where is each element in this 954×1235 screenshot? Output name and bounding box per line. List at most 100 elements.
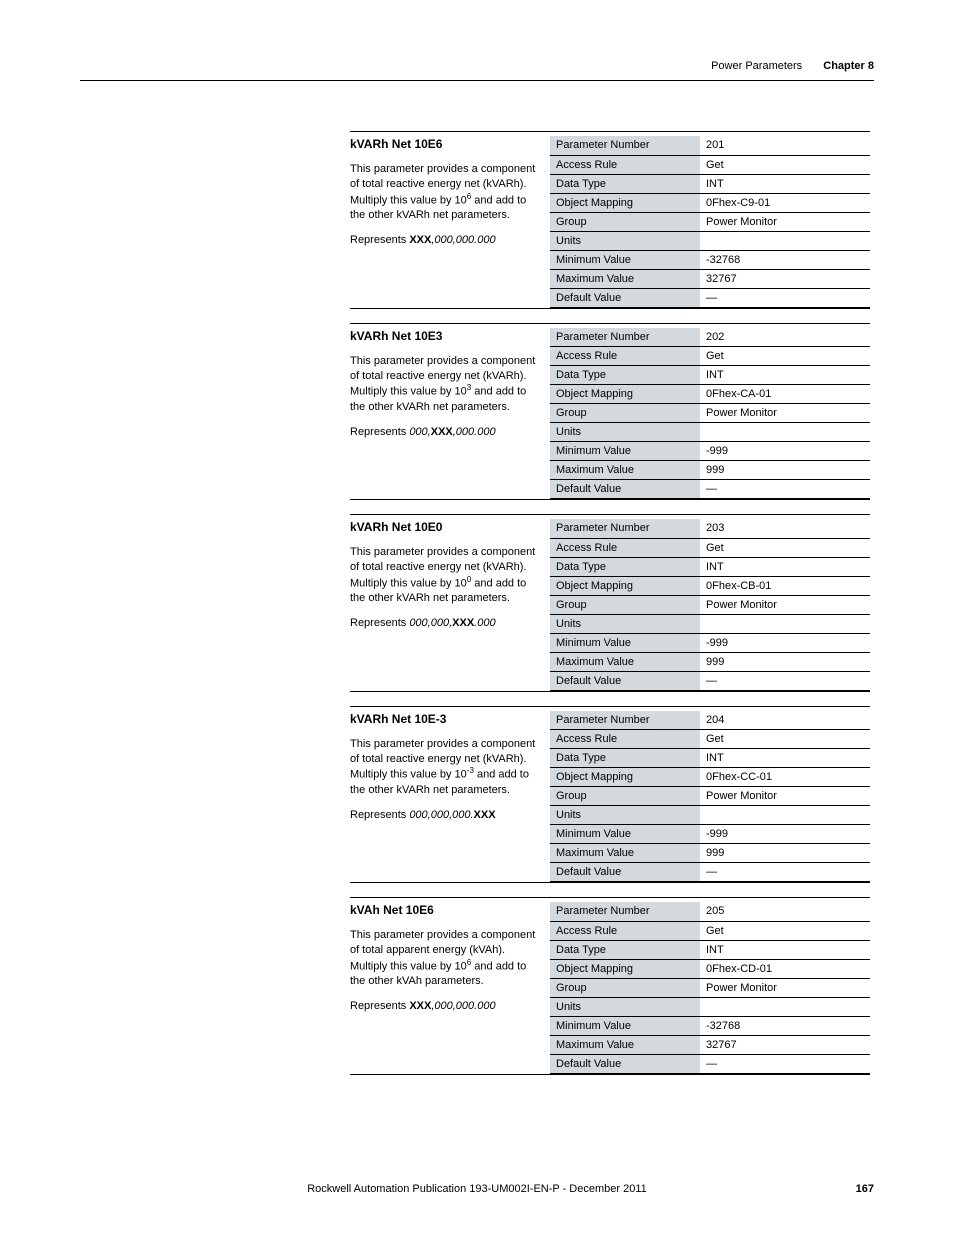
row-value: 999 bbox=[700, 461, 870, 480]
row-label: Default Value bbox=[550, 1054, 700, 1073]
table-row: GroupPower Monitor bbox=[550, 404, 870, 423]
table-row: Units bbox=[550, 806, 870, 825]
table-row: Maximum Value32767 bbox=[550, 269, 870, 288]
row-label: Parameter Number bbox=[550, 136, 700, 155]
table-row: Maximum Value999 bbox=[550, 844, 870, 863]
table-row: Access RuleGet bbox=[550, 347, 870, 366]
row-value bbox=[700, 614, 870, 633]
row-value: 999 bbox=[700, 652, 870, 671]
parameter-title: kVARh Net 10E-3 bbox=[350, 711, 540, 727]
table-row: GroupPower Monitor bbox=[550, 595, 870, 614]
table-row: Parameter Number201 bbox=[550, 136, 870, 155]
row-label: Access Rule bbox=[550, 538, 700, 557]
table-row: Minimum Value-999 bbox=[550, 633, 870, 652]
page-header: Power Parameters Chapter 8 bbox=[80, 60, 874, 81]
table-row: Units bbox=[550, 231, 870, 250]
row-value: — bbox=[700, 288, 870, 307]
table-row: Parameter Number203 bbox=[550, 519, 870, 538]
row-value: Power Monitor bbox=[700, 212, 870, 231]
table-row: Units bbox=[550, 423, 870, 442]
table-row: GroupPower Monitor bbox=[550, 212, 870, 231]
table-row: Access RuleGet bbox=[550, 730, 870, 749]
row-label: Maximum Value bbox=[550, 652, 700, 671]
header-section: Power Parameters bbox=[711, 60, 802, 72]
header-chapter: Chapter 8 bbox=[823, 60, 874, 72]
row-value bbox=[700, 231, 870, 250]
row-label: Units bbox=[550, 231, 700, 250]
parameter-block: kVARh Net 10E-3 This parameter provides a… bbox=[350, 706, 870, 884]
row-value: -999 bbox=[700, 633, 870, 652]
table-row: Data TypeINT bbox=[550, 940, 870, 959]
row-label: Parameter Number bbox=[550, 328, 700, 347]
row-value: 201 bbox=[700, 136, 870, 155]
row-value: Get bbox=[700, 921, 870, 940]
row-value bbox=[700, 997, 870, 1016]
exponent: 6 bbox=[467, 958, 471, 967]
row-label: Minimum Value bbox=[550, 442, 700, 461]
parameter-represents: Represents 000,000,000.XXX bbox=[350, 808, 540, 823]
parameter-description: kVARh Net 10E-3 This parameter provides a… bbox=[350, 711, 550, 883]
parameter-block: kVARh Net 10E6This parameter provides a … bbox=[350, 131, 870, 309]
row-label: Group bbox=[550, 212, 700, 231]
row-value: -999 bbox=[700, 442, 870, 461]
parameter-represents: Represents 000,XXX,000.000 bbox=[350, 425, 540, 440]
row-value bbox=[700, 423, 870, 442]
parameter-body: This parameter provides a component of t… bbox=[350, 737, 540, 798]
row-value: Power Monitor bbox=[700, 978, 870, 997]
parameter-block: kVARh Net 10E0This parameter provides a … bbox=[350, 514, 870, 692]
exponent: -3 bbox=[467, 766, 474, 775]
row-label: Parameter Number bbox=[550, 902, 700, 921]
row-value: 0Fhex-CB-01 bbox=[700, 576, 870, 595]
table-row: Object Mapping0Fhex-CC-01 bbox=[550, 768, 870, 787]
row-value: Get bbox=[700, 155, 870, 174]
table-row: Default Value— bbox=[550, 1054, 870, 1073]
row-value: Get bbox=[700, 730, 870, 749]
row-value: Get bbox=[700, 347, 870, 366]
row-value: 0Fhex-CC-01 bbox=[700, 768, 870, 787]
parameter-body: This parameter provides a component of t… bbox=[350, 354, 540, 415]
table-row: Access RuleGet bbox=[550, 155, 870, 174]
row-label: Maximum Value bbox=[550, 461, 700, 480]
table-row: Minimum Value-999 bbox=[550, 442, 870, 461]
table-row: Units bbox=[550, 997, 870, 1016]
parameter-description: kVARh Net 10E6This parameter provides a … bbox=[350, 136, 550, 308]
content-area: kVARh Net 10E6This parameter provides a … bbox=[350, 131, 870, 1075]
row-value: 202 bbox=[700, 328, 870, 347]
row-value: 32767 bbox=[700, 1035, 870, 1054]
row-label: Group bbox=[550, 595, 700, 614]
parameter-table: Parameter Number205Access RuleGetData Ty… bbox=[550, 902, 870, 1074]
page-footer: Rockwell Automation Publication 193-UM00… bbox=[0, 1183, 954, 1195]
row-label: Data Type bbox=[550, 557, 700, 576]
exponent: 6 bbox=[467, 192, 471, 201]
table-row: Object Mapping0Fhex-CA-01 bbox=[550, 385, 870, 404]
table-row: Minimum Value-32768 bbox=[550, 250, 870, 269]
parameter-represents: Represents XXX,000,000.000 bbox=[350, 233, 540, 248]
row-label: Minimum Value bbox=[550, 633, 700, 652]
parameter-table: Parameter Number203Access RuleGetData Ty… bbox=[550, 519, 870, 691]
table-row: Default Value— bbox=[550, 671, 870, 690]
row-label: Group bbox=[550, 787, 700, 806]
row-label: Units bbox=[550, 997, 700, 1016]
row-value: 999 bbox=[700, 844, 870, 863]
row-value: — bbox=[700, 671, 870, 690]
row-value: 0Fhex-CA-01 bbox=[700, 385, 870, 404]
row-value: 0Fhex-CD-01 bbox=[700, 959, 870, 978]
row-value: 204 bbox=[700, 711, 870, 730]
table-row: Minimum Value-999 bbox=[550, 825, 870, 844]
table-row: Default Value— bbox=[550, 480, 870, 499]
parameter-represents: Represents 000,000,XXX.000 bbox=[350, 616, 540, 631]
table-row: Access RuleGet bbox=[550, 538, 870, 557]
table-row: Minimum Value-32768 bbox=[550, 1016, 870, 1035]
table-row: Data TypeINT bbox=[550, 174, 870, 193]
row-label: Object Mapping bbox=[550, 768, 700, 787]
table-row: Maximum Value999 bbox=[550, 461, 870, 480]
row-value: -32768 bbox=[700, 1016, 870, 1035]
table-row: Data TypeINT bbox=[550, 749, 870, 768]
parameter-block: kVARh Net 10E3This parameter provides a … bbox=[350, 323, 870, 501]
row-label: Units bbox=[550, 423, 700, 442]
table-row: GroupPower Monitor bbox=[550, 787, 870, 806]
table-row: Parameter Number205 bbox=[550, 902, 870, 921]
row-value: — bbox=[700, 480, 870, 499]
row-label: Data Type bbox=[550, 749, 700, 768]
row-value: INT bbox=[700, 557, 870, 576]
